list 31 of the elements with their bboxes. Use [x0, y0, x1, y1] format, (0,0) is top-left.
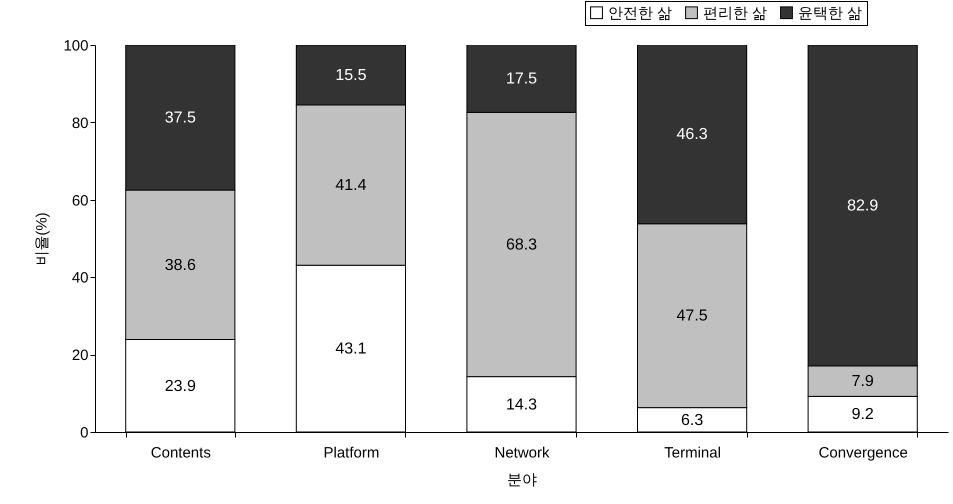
data-label: 82.9: [847, 197, 878, 214]
data-label: 47.5: [676, 308, 708, 325]
x-tick-label: Terminal: [664, 444, 721, 462]
y-tick-label: 40: [72, 270, 88, 287]
data-label: 43.1: [335, 340, 367, 358]
data-label: 7.9: [852, 373, 874, 390]
data-label: 17.5: [506, 70, 538, 88]
data-label: 23.9: [164, 378, 196, 395]
data-label: 46.3: [676, 126, 708, 144]
y-tick-label: 100: [63, 38, 88, 54]
data-label: 14.3: [506, 396, 538, 414]
x-tick-label: Contents: [150, 444, 211, 462]
data-label: 6.3: [680, 412, 704, 429]
x-tick-label: Convergence: [818, 444, 908, 462]
legend-label: 안전한 삶: [608, 4, 672, 22]
data-label: 15.5: [335, 66, 367, 84]
legend-label: 편리한 삶: [703, 4, 768, 22]
x-axis-title: 분야: [507, 472, 537, 488]
legend-label: 윤택한 삶: [798, 4, 862, 22]
y-tick-label: 60: [72, 192, 88, 210]
y-axis-title: 비율(%): [33, 212, 50, 266]
data-label: 38.6: [164, 256, 196, 274]
y-tick-label: 0: [80, 424, 88, 442]
data-label: 37.5: [164, 110, 196, 127]
x-tick-label: Network: [494, 444, 550, 462]
y-tick-label: 20: [72, 347, 88, 364]
data-label: 68.3: [506, 236, 538, 254]
data-label: 41.4: [335, 177, 367, 194]
data-label: 9.2: [852, 406, 874, 424]
y-tick-label: 80: [72, 114, 88, 132]
x-tick-label: Platform: [323, 444, 380, 462]
